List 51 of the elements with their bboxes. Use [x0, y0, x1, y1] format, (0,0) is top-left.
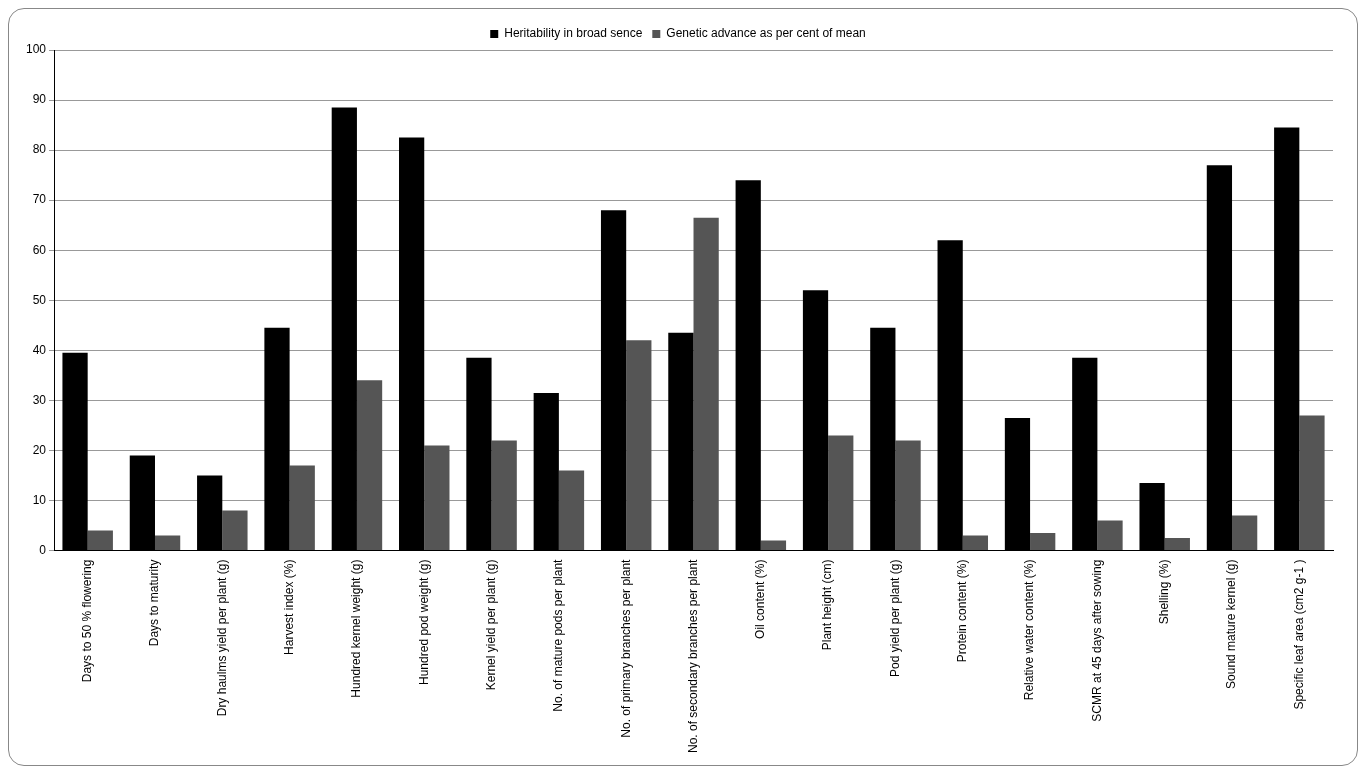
y-tick-label: 20 — [32, 442, 47, 457]
x-tick-label: Days to maturity — [147, 559, 162, 647]
bar — [222, 510, 248, 551]
bar — [289, 465, 315, 551]
y-tick-label: 40 — [32, 342, 47, 357]
bar — [558, 470, 585, 551]
legend-label: Heritability in broad sence — [504, 26, 643, 41]
bar — [760, 540, 787, 551]
y-tick-label: 10 — [32, 492, 47, 507]
x-tick-label: Harvest index (%) — [281, 559, 296, 655]
bar — [154, 535, 181, 551]
bar — [1232, 515, 1258, 551]
bar — [962, 535, 989, 551]
y-tick-label: 70 — [32, 192, 47, 207]
bar — [491, 440, 517, 551]
x-tick-label: Specific leaf area (cm2 g-1 ) — [1291, 559, 1306, 710]
bar — [828, 435, 854, 551]
x-tick-label: Hundred pod weight (g) — [416, 559, 431, 685]
y-tick-label: 100 — [25, 42, 47, 57]
bar — [626, 340, 652, 551]
y-tick-label: 90 — [32, 92, 47, 107]
y-tick-label: 30 — [32, 392, 47, 407]
x-tick-label: Days to 50 % flowering — [79, 559, 94, 683]
bar — [424, 445, 450, 551]
x-tick-label: SCMR at 45 days after sowing — [1089, 559, 1104, 722]
x-tick-label: Protein content (%) — [955, 559, 970, 663]
x-tick-label: Shelling (%) — [1157, 559, 1172, 625]
bar — [1097, 520, 1123, 551]
x-tick-label: Dry haulms yield per plant (g) — [214, 559, 229, 717]
bar — [693, 217, 719, 551]
y-tick-label: 50 — [32, 292, 47, 307]
bar — [356, 380, 383, 551]
x-tick-label: Relative water content (%) — [1022, 559, 1037, 701]
bar — [1164, 538, 1190, 551]
x-tick-label: No. of secondary branches per plant — [685, 558, 700, 754]
bar — [895, 440, 921, 551]
bar — [1030, 533, 1056, 551]
x-tick-label: Plant height (cm) — [820, 559, 835, 651]
x-tick-label: Hundred kernel weight (g) — [349, 559, 364, 698]
y-tick-label: 0 — [39, 542, 47, 557]
x-tick-label: No. of primary branches per plant — [618, 558, 633, 738]
x-tick-label: Pod yield per plant (g) — [887, 559, 902, 677]
x-tick-label: Sound mature kernel (g) — [1224, 559, 1239, 689]
bar — [87, 530, 113, 551]
bar — [1299, 415, 1325, 551]
x-tick-label: No. of mature pods per plant — [551, 558, 566, 712]
x-tick-label: Kernel yield per plant (g) — [483, 559, 498, 691]
y-tick-label: 80 — [32, 142, 47, 157]
legend-label: Genetic advance as per cent of mean — [666, 26, 866, 41]
x-tick-label: Oil content (%) — [753, 559, 768, 639]
y-tick-label: 60 — [32, 242, 47, 257]
